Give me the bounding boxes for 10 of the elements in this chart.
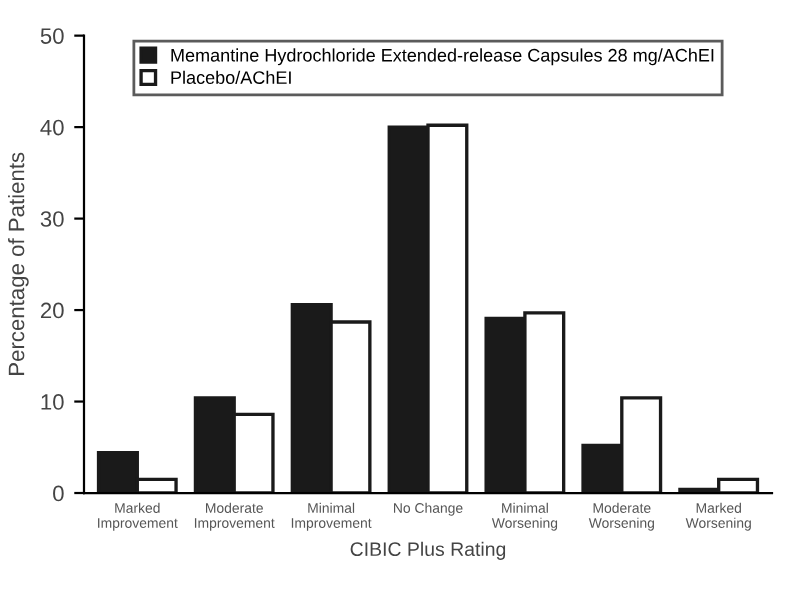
y-tick-label: 0 (53, 485, 64, 502)
y-tick-label: 10 (41, 394, 64, 410)
y-tick-label: 50 (40, 28, 64, 44)
legend-label: Memantine Hydrochloride Extended-release Capsules 28 mg/AChEI (171, 48, 714, 66)
legend-label: Placebo/AChEI (171, 70, 291, 84)
y-tick-label: 30 (40, 211, 64, 227)
x-axis-title: CIBIC Plus Rating (350, 541, 506, 560)
y-tick-label: 20 (40, 302, 64, 319)
y-tick-label: 40 (40, 119, 64, 136)
y-axis-title: Percentage of Patients (8, 152, 29, 375)
